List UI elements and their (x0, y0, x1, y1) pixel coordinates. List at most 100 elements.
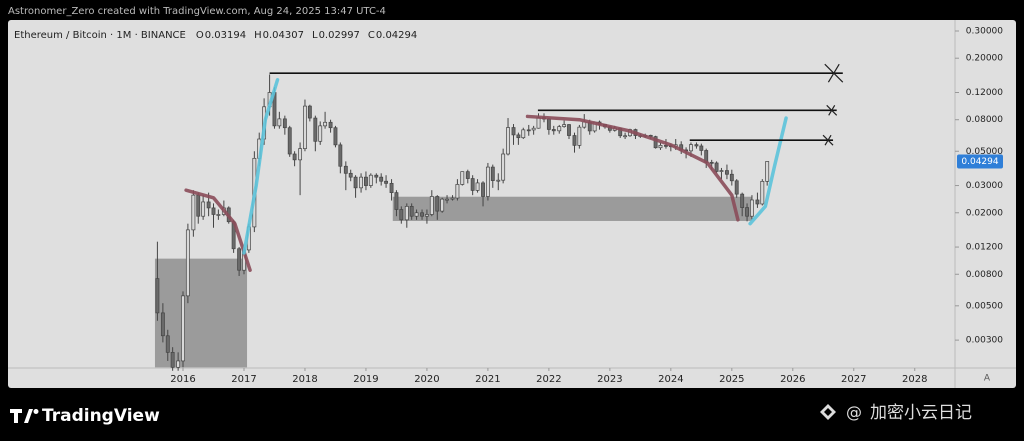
candle-body (699, 145, 704, 151)
zone-box (154, 258, 248, 368)
watermark: @ (846, 403, 862, 422)
candle-body (155, 278, 160, 314)
candle-body (379, 176, 384, 182)
trend-curve (242, 78, 280, 255)
candle-body (653, 136, 658, 149)
candle-body (348, 172, 353, 178)
candle-body (623, 135, 628, 138)
candle-body (165, 335, 170, 353)
candle-body (551, 129, 556, 132)
candle-body (734, 180, 739, 195)
candle-body (567, 124, 571, 136)
candle-body (455, 184, 460, 199)
candle-body (729, 173, 734, 182)
candle-body (475, 182, 480, 191)
candle-body (292, 153, 297, 161)
candle-body (460, 171, 465, 185)
candle-body (714, 162, 719, 172)
candle-body (211, 207, 216, 215)
candle-body (298, 148, 303, 161)
candle-body (709, 161, 714, 164)
candle-body (282, 118, 287, 129)
candle-body (470, 178, 475, 191)
zone-box (392, 196, 752, 221)
candle-body (359, 176, 363, 189)
candle-body (399, 209, 404, 221)
y-tick-label: 0.03000 (966, 181, 1003, 191)
ohlc-value: 0.02997 (319, 30, 360, 41)
candle-body (465, 171, 470, 179)
candle-body (420, 212, 424, 217)
trend-curve (184, 188, 252, 272)
candle-body (664, 145, 668, 147)
x-tick-label: 2027 (841, 374, 866, 385)
candle-body (760, 180, 765, 205)
candle-body (501, 153, 506, 181)
candle-body (536, 117, 541, 129)
level-cross (826, 104, 838, 116)
y-tick-label: 0.00300 (966, 336, 1003, 346)
header: Astronomer_Zero created with TradingView… (8, 6, 386, 17)
trend-curve (525, 114, 740, 222)
y-tick-label: 0.01200 (966, 243, 1003, 253)
candle-body (368, 174, 373, 186)
brand: TradingView (42, 406, 160, 426)
candle-body (414, 212, 419, 217)
level-cross (822, 134, 834, 146)
candle-body (516, 134, 521, 139)
candle-body (429, 196, 434, 215)
watermark-text: 加密小云日记 (870, 403, 972, 423)
candle-body (745, 207, 749, 217)
candle-body (424, 214, 429, 217)
y-tick-label: 0.02000 (966, 208, 1003, 218)
candle-body (521, 129, 526, 139)
auto-scale[interactable]: A (984, 374, 991, 384)
plot (154, 63, 844, 371)
ohlc-key: O (196, 30, 204, 41)
candle-body (394, 192, 399, 210)
x-tick-label: 2022 (536, 374, 561, 385)
candle-body (496, 179, 501, 182)
candle-body (185, 229, 190, 297)
candle-body (725, 170, 729, 175)
logo (10, 409, 39, 423)
candle-body (176, 360, 181, 368)
y-tick-label: 0.00800 (966, 270, 1003, 280)
candle-body (740, 193, 745, 208)
x-tick-label: 2028 (902, 374, 927, 385)
candle-body (404, 206, 409, 221)
candle-body (572, 135, 577, 146)
ohlc-key: H (254, 30, 262, 41)
candle-body (389, 182, 394, 193)
candle-body (450, 197, 455, 200)
candle-body (160, 312, 165, 337)
candle-body (719, 170, 724, 172)
symbol: Ethereum / Bitcoin · 1M · BINANCE (14, 30, 186, 41)
candle-body (328, 121, 333, 129)
candle-body (440, 198, 445, 212)
candle-body (511, 127, 516, 136)
candle-body (313, 117, 318, 142)
trend-curve (748, 116, 788, 226)
x-tick-label: 2020 (414, 374, 439, 385)
candle-body (181, 295, 185, 362)
candle-body (531, 127, 536, 131)
candle-body (307, 105, 312, 119)
candle-body (755, 199, 760, 205)
x-tick-label: 2019 (353, 374, 378, 385)
ohlc-value: 0.04294 (376, 30, 417, 41)
candle-body (490, 166, 495, 181)
candle-body (689, 144, 693, 152)
candle-body (506, 127, 510, 155)
candle-body (409, 206, 414, 217)
candle-body (343, 165, 348, 174)
candle-body (374, 174, 379, 178)
candle-body (750, 199, 754, 217)
candle-body (318, 125, 323, 142)
candle-body (170, 351, 175, 368)
y-tick-label: 0.05000 (966, 147, 1003, 157)
logo-icon (10, 409, 33, 423)
candle-body (557, 126, 562, 132)
candle-body (201, 201, 206, 217)
